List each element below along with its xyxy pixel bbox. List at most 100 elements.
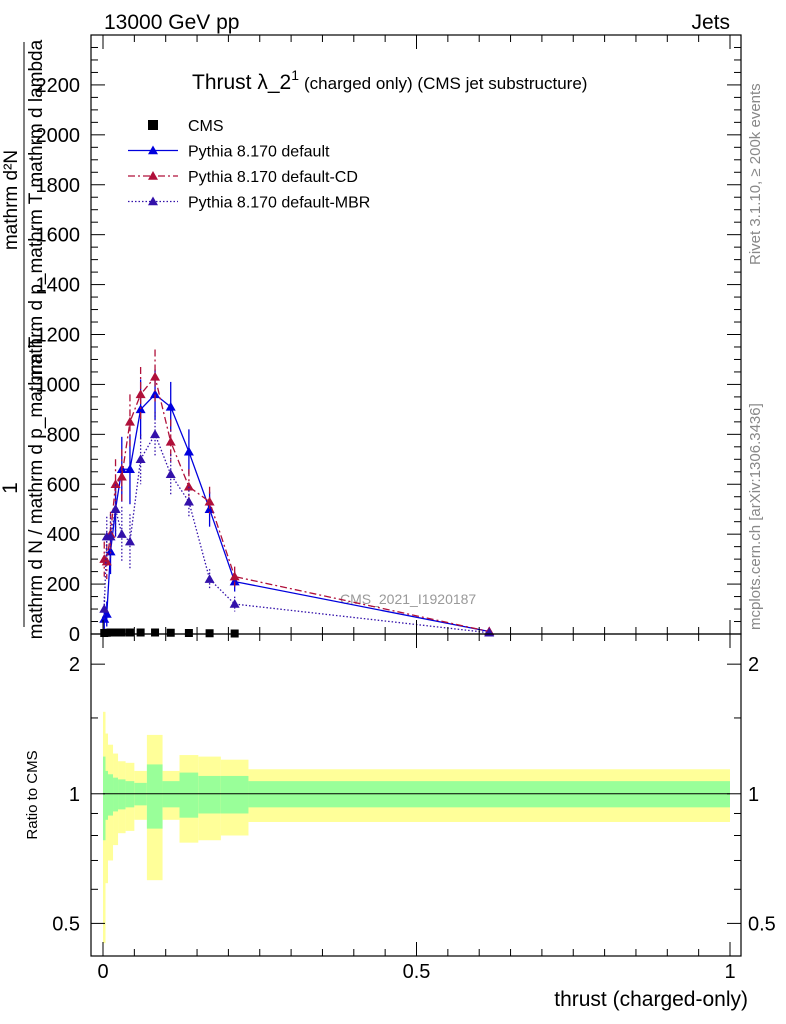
legend: CMS Pythia 8.170 default Pythia 8.170 defa… (128, 118, 370, 212)
y-tick-label: 800 (47, 424, 80, 446)
data-point (183, 496, 194, 506)
cms-data-point (166, 628, 175, 637)
data-point (229, 576, 240, 586)
cms-data-point (125, 628, 134, 637)
data-point (204, 574, 215, 583)
main-series (99, 349, 495, 638)
series-cms (100, 628, 239, 638)
y-tick-label: 1600 (36, 225, 81, 247)
ratio-y-tick-label: 0.5 (52, 913, 80, 935)
cms-data-point (151, 628, 160, 637)
data-point (204, 496, 215, 506)
data-point (183, 446, 194, 456)
data-point (105, 546, 116, 556)
ratio-y-tick-label: 2 (69, 654, 80, 676)
data-point (101, 556, 112, 566)
ratio-y-axis-label: Ratio to CMS (24, 750, 41, 839)
data-point (135, 454, 146, 464)
legend-label: Pythia 8.170 default (188, 144, 330, 161)
data-point (150, 371, 161, 381)
y-label-numerator: 1 (0, 482, 22, 494)
data-point (116, 529, 127, 538)
y-label-denominator: mathrm d N / mathrm d p_mathrm T (26, 336, 47, 639)
axes: 0200400600800100012001400160018002000220… (36, 34, 776, 983)
ratio-green-band-bin (220, 775, 249, 814)
data-point (183, 481, 194, 491)
data-point (116, 471, 127, 481)
legend-entry: Pythia 8.170 default-CD (128, 169, 358, 186)
legend-entry: Pythia 8.170 default (128, 144, 330, 161)
header-right-label: Jets (691, 11, 730, 34)
y-tick-label: 600 (47, 474, 80, 496)
ratio-green-band-bin (179, 772, 199, 818)
data-point (229, 571, 240, 581)
series-pythia-8-170-default-mbr (99, 411, 495, 637)
cms-data-point (184, 629, 193, 638)
ratio-y-tick-label: 1 (69, 784, 80, 806)
y-tick-label: 2000 (36, 125, 81, 147)
y-label-denominator-right: mathrm d p_mathrm T mathrm d lambda (26, 39, 47, 380)
cms-data-point (106, 628, 115, 637)
y-tick-label: 1200 (36, 325, 81, 347)
rivet-label: Rivet 3.1.10, ≥ 200k events (747, 83, 764, 265)
title-superscript: 1 (291, 67, 299, 83)
ratio-green-band-bin (113, 777, 119, 812)
x-axis-label: thrust (charged-only) (554, 988, 748, 1011)
chart-title: Thrust λ_21 (charged only) (CMS jet subst… (192, 67, 587, 94)
ratio-green-band-bin (146, 764, 163, 829)
data-point (165, 469, 176, 479)
legend-marker-triangle (148, 196, 158, 206)
cms-data-point (117, 628, 126, 637)
data-point (165, 401, 176, 411)
data-point (229, 599, 240, 608)
data-point (135, 389, 146, 399)
ratio-green-band-bin (105, 770, 109, 820)
cms-data-point (111, 628, 120, 637)
y-label-numerator-right: mathrm d²N (1, 150, 22, 250)
ratio-bands (103, 711, 731, 944)
ratio-green-band-bin (118, 779, 126, 810)
analysis-watermark: CMS_2021_I1920187 (340, 591, 476, 607)
y-tick-label: 0 (69, 624, 80, 646)
legend-entry: Pythia 8.170 default-MBR (128, 195, 370, 212)
data-point (105, 531, 116, 541)
y-tick-label: 400 (47, 524, 80, 546)
data-point (110, 479, 121, 488)
legend-entry: CMS (148, 118, 224, 135)
cms-data-point (136, 628, 145, 637)
x-tick-label: 0 (97, 961, 108, 983)
data-point (110, 504, 121, 513)
legend-marker-triangle (148, 171, 158, 180)
y-tick-label: 1800 (36, 175, 81, 197)
y-tick-label: 2200 (36, 75, 81, 97)
data-point (124, 464, 135, 474)
x-tick-label: 0.5 (403, 961, 431, 983)
mcplots-label: mcplots.cern.ch [arXiv:1306.3436] (747, 403, 764, 630)
ratio-y-tick-label-right: 1 (748, 784, 759, 806)
header-left-label: 13000 GeV pp (104, 11, 239, 34)
legend-label: CMS (188, 118, 224, 135)
ratio-green-band-bin (108, 774, 114, 816)
legend-label: Pythia 8.170 default-CD (188, 169, 358, 186)
data-point (124, 416, 135, 426)
ratio-y-tick-label-right: 2 (748, 654, 759, 676)
legend-label: Pythia 8.170 default-MBR (188, 195, 370, 212)
cms-data-point (205, 629, 214, 638)
data-point (124, 536, 135, 546)
y-tick-label: 1000 (36, 374, 81, 396)
title-main: Thrust λ_2 (192, 71, 291, 94)
title-rest: (charged only) (CMS jet substructure) (304, 74, 587, 93)
data-point (101, 609, 112, 618)
y-tick-label: 1400 (36, 275, 81, 297)
data-point (150, 429, 161, 439)
data-point (165, 436, 176, 446)
ratio-green-band-bin (103, 756, 106, 841)
ratio-y-tick-label-right: 0.5 (748, 913, 776, 935)
data-point (99, 604, 110, 613)
y-tick-label: 200 (47, 574, 80, 596)
legend-marker-square (148, 120, 158, 130)
data-point (150, 389, 161, 399)
series-pythia-8-170-default (99, 369, 495, 636)
ratio-green-band-bin (198, 775, 221, 814)
